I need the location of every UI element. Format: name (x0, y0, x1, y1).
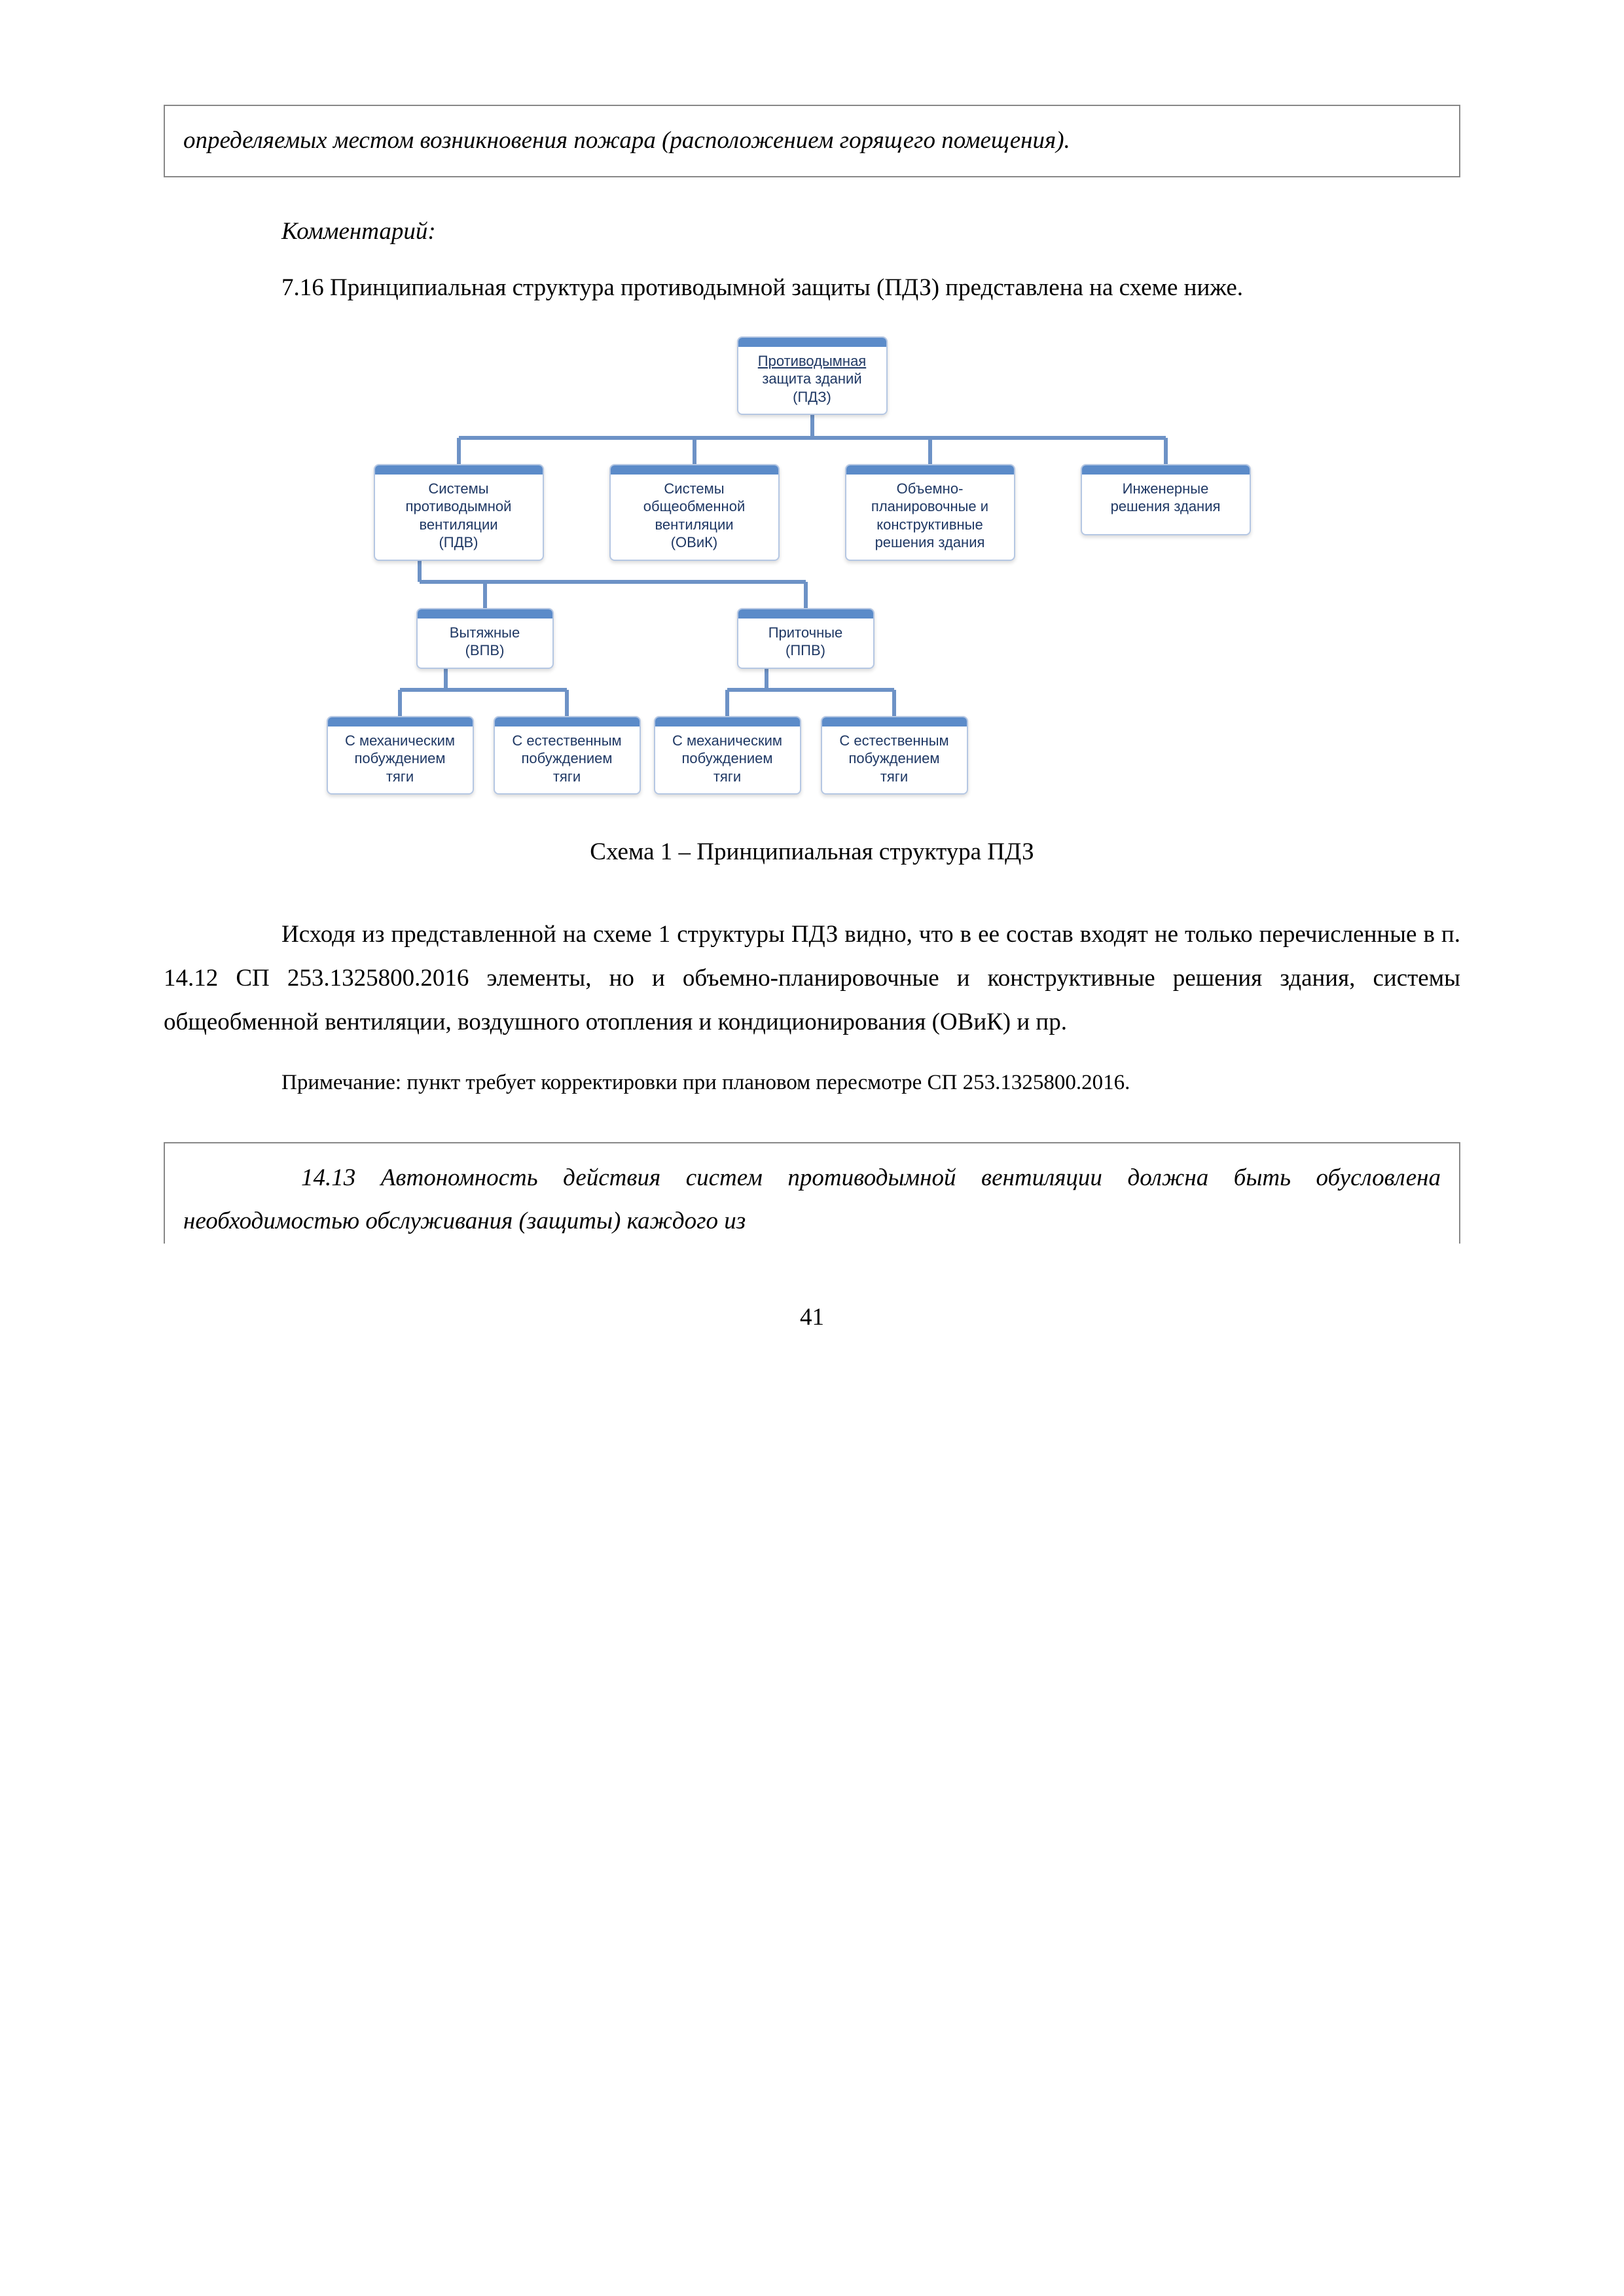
l4-2-l1: С механическим (662, 732, 793, 750)
l2-3-l1: Инженерные (1089, 480, 1243, 498)
l4-2-l2: побуждением (662, 749, 793, 768)
root-line1: Противодымная (745, 352, 880, 370)
l4-node-3: С естественным побуждением тяги (821, 716, 968, 795)
l4-3-l1: С естественным (829, 732, 960, 750)
l3-node-1: Приточные (ППВ) (737, 608, 875, 669)
l2-node-2: Объемно- планировочные и конструктивные … (845, 464, 1015, 561)
l2-1-l1: Системы (617, 480, 772, 498)
l2-0-l2: противодымной (382, 497, 536, 516)
l2-node-0: Системы противодымной вентиляции (ПДВ) (374, 464, 544, 561)
l2-1-l2: общеобменной (617, 497, 772, 516)
org-diagram: Противодымная защита зданий (ПДЗ) Систем… (321, 336, 1303, 808)
diagram-caption: Схема 1 – Принципиальная структура ПДЗ (164, 831, 1460, 874)
l4-0-l1: С механическим (334, 732, 466, 750)
l4-3-l3: тяги (829, 768, 960, 786)
l2-0-l3: вентиляции (382, 516, 536, 534)
quote-box-top: определяемых местом возникновения пожара… (164, 105, 1460, 177)
l3-0-l2: (ВПВ) (424, 641, 546, 660)
l2-1-l4: (ОВиК) (617, 533, 772, 552)
l3-1-l2: (ППВ) (745, 641, 867, 660)
l4-node-1: С естественным побуждением тяги (494, 716, 641, 795)
l4-1-l2: побуждением (501, 749, 633, 768)
l2-3-l2: решения здания (1089, 497, 1243, 516)
intro-paragraph: 7.16 Принципиальная структура противодым… (164, 266, 1460, 310)
l4-node-0: С механическим побуждением тяги (327, 716, 474, 795)
l4-0-l3: тяги (334, 768, 466, 786)
l3-node-0: Вытяжные (ВПВ) (416, 608, 554, 669)
l2-2-l4: решения здания (853, 533, 1007, 552)
root-line2: защита зданий (745, 370, 880, 388)
commentary-label: Комментарий: (164, 210, 1460, 254)
quote-box-bottom: 14.13 Автономность действия систем проти… (164, 1142, 1460, 1244)
quote-top-text: определяемых местом возникновения пожара… (183, 127, 1070, 154)
l2-2-l2: планировочные и (853, 497, 1007, 516)
l4-0-l2: побуждением (334, 749, 466, 768)
l2-0-l1: Системы (382, 480, 536, 498)
l3-0-l1: Вытяжные (424, 624, 546, 642)
root-line3: (ПДЗ) (745, 388, 880, 406)
l2-node-3: Инженерные решения здания (1081, 464, 1251, 535)
l4-3-l2: побуждением (829, 749, 960, 768)
note-paragraph: Примечание: пункт требует корректировки … (164, 1064, 1460, 1102)
after-paragraph: Исходя из представленной на схеме 1 стру… (164, 913, 1460, 1044)
l2-2-l3: конструктивные (853, 516, 1007, 534)
l2-1-l3: вентиляции (617, 516, 772, 534)
l4-2-l3: тяги (662, 768, 793, 786)
l4-1-l3: тяги (501, 768, 633, 786)
l2-node-1: Системы общеобменной вентиляции (ОВиК) (609, 464, 780, 561)
quote-bottom-text: 14.13 Автономность действия систем проти… (183, 1164, 1441, 1235)
l2-0-l4: (ПДВ) (382, 533, 536, 552)
l4-node-2: С механическим побуждением тяги (654, 716, 801, 795)
l4-1-l1: С естественным (501, 732, 633, 750)
diagram-root: Противодымная защита зданий (ПДЗ) (737, 336, 888, 416)
l3-1-l1: Приточные (745, 624, 867, 642)
page-number: 41 (164, 1296, 1460, 1340)
l2-2-l1: Объемно- (853, 480, 1007, 498)
